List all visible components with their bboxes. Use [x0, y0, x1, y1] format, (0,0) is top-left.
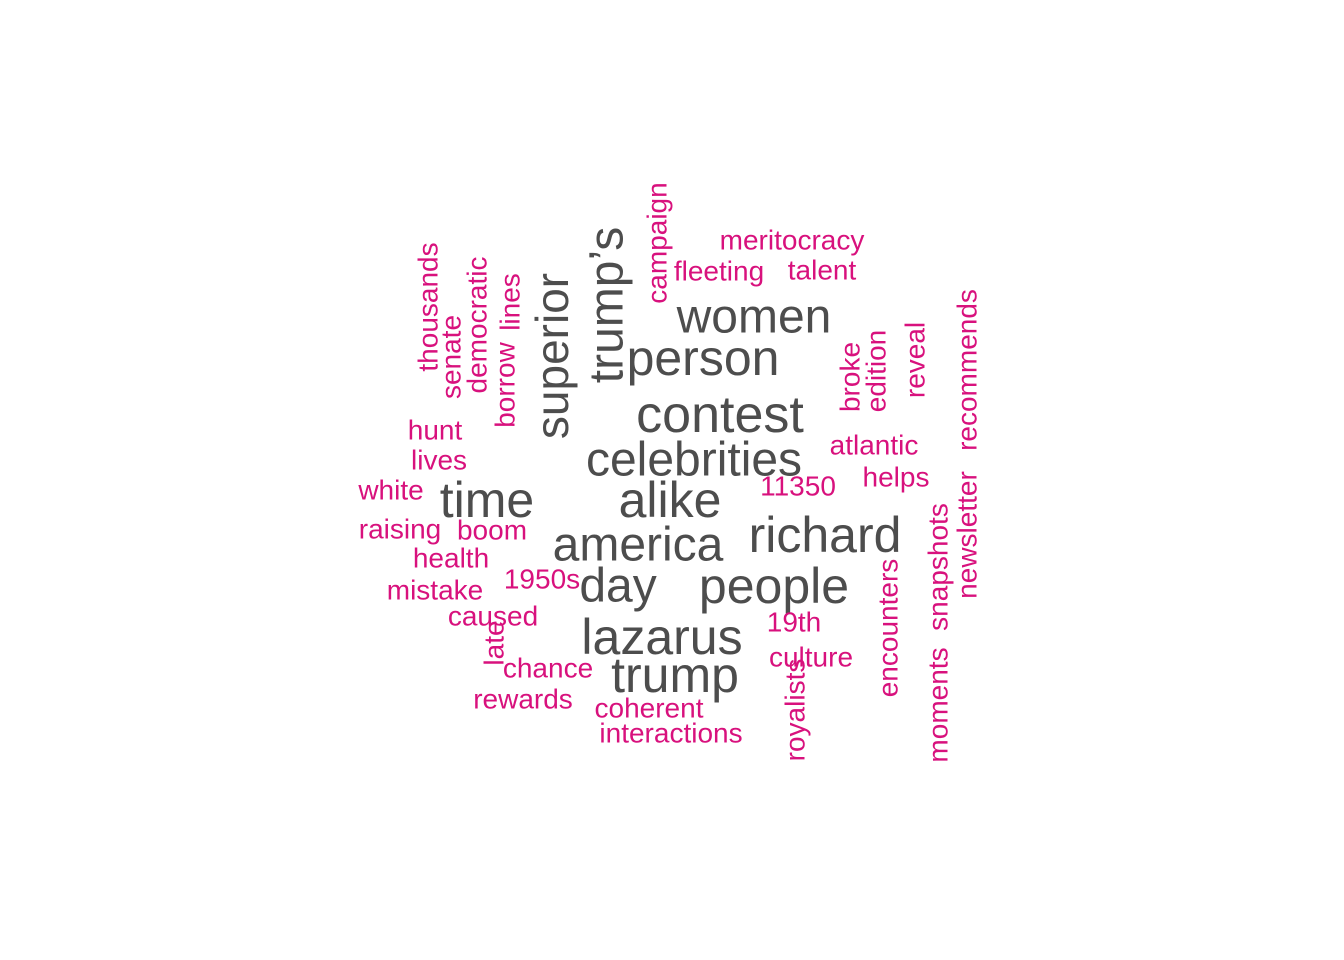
word-campaign: campaign — [642, 182, 673, 303]
word-mistake: mistake — [387, 575, 483, 606]
word-borrow: borrow — [490, 341, 521, 427]
word-snapshots: snapshots — [923, 503, 954, 631]
word-senate: senate — [436, 315, 467, 399]
word-lives: lives — [411, 445, 467, 476]
word-helps: helps — [863, 462, 930, 493]
word-royalists: royalists — [780, 659, 811, 762]
word-broke: broke — [835, 342, 866, 412]
word-atlantic: atlantic — [830, 430, 919, 461]
word-interactions: interactions — [599, 718, 742, 749]
word-richard: richard — [749, 507, 902, 563]
word-people: people — [699, 558, 849, 614]
word-health: health — [413, 543, 489, 574]
word-trump: trump — [611, 647, 739, 703]
word-encounters: encounters — [873, 559, 904, 698]
word-recommends: recommends — [952, 289, 983, 451]
word-white: white — [357, 475, 423, 506]
word-america: america — [553, 519, 724, 572]
word-time: time — [440, 472, 534, 528]
word-newsletter: newsletter — [952, 471, 983, 599]
word-boom: boom — [457, 515, 527, 546]
word-fleeting: fleeting — [674, 256, 764, 287]
word-chance: chance — [503, 653, 593, 684]
word-talent: talent — [788, 255, 857, 286]
word-reveal: reveal — [900, 322, 931, 398]
word-11350: 11350 — [760, 471, 836, 502]
word-person: person — [627, 330, 780, 386]
word-thousands: thousands — [413, 242, 444, 371]
word-raising: raising — [359, 514, 441, 545]
word-edition: edition — [861, 330, 892, 413]
word-19th: 19th — [767, 607, 822, 638]
word-contest: contest — [636, 386, 804, 444]
word-lines: lines — [495, 273, 526, 331]
word-trump-s: trump’s — [581, 227, 634, 384]
word-superior: superior — [526, 273, 578, 439]
word-moments: moments — [923, 647, 954, 762]
word-caused: caused — [448, 601, 538, 632]
word-rewards: rewards — [473, 684, 573, 715]
word-lazarus: lazarus — [581, 609, 742, 665]
word-hunt: hunt — [408, 415, 463, 446]
word-day: day — [579, 560, 656, 613]
word-women: women — [676, 291, 832, 344]
word-alike: alike — [619, 472, 722, 528]
word-celebrities: celebrities — [586, 434, 802, 487]
word-culture: culture — [769, 642, 853, 673]
word-late: late — [479, 620, 510, 665]
word-1950s: 1950s — [504, 564, 580, 595]
word-meritocracy: meritocracy — [720, 225, 865, 256]
word-democratic: democratic — [462, 257, 493, 394]
word-coherent: coherent — [595, 693, 704, 724]
